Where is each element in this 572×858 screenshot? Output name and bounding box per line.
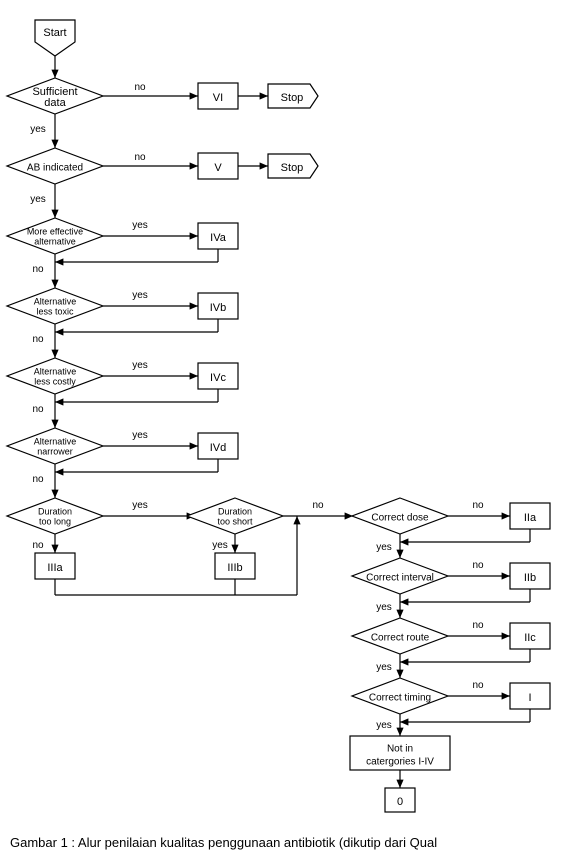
yes-label: yes (132, 360, 148, 371)
flowchart-svg: Start Sufficient data no VI Stop yes AB … (0, 0, 572, 820)
decision-correct-interval: Correct interval (352, 558, 448, 594)
start-shape: Start (35, 20, 75, 56)
d3-l1: More effective (27, 226, 83, 236)
yes-label: yes (30, 194, 46, 205)
d6-l1: Alternative (34, 436, 77, 446)
d5-l2: less costly (34, 376, 76, 386)
yes-label: yes (132, 290, 148, 301)
decision-correct-route: Correct route (352, 618, 448, 654)
stop-label-2: Stop (281, 162, 304, 174)
outcome-IIb: IIb (524, 572, 536, 584)
d2-label: AB indicated (27, 163, 83, 174)
yes-label: yes (132, 500, 148, 511)
no-label: no (472, 620, 484, 631)
outcome-IVb: IVb (210, 302, 227, 314)
decision-more-effective: More effective alternative (7, 218, 103, 254)
d6-l2: narrower (37, 446, 73, 456)
start-label: Start (43, 27, 66, 39)
figure-caption: Gambar 1 : Alur penilaian kualitas pengg… (10, 835, 437, 850)
stop-label-1: Stop (281, 92, 304, 104)
d8-l2: too short (217, 516, 253, 526)
d1-line2: data (44, 97, 66, 109)
decision-less-toxic: Alternative less toxic (7, 288, 103, 324)
outcome-V: V (214, 162, 222, 174)
no-label: no (32, 540, 44, 551)
decision-sufficient-data: Sufficient data (7, 78, 103, 114)
d4-l2: less toxic (36, 306, 74, 316)
outcome-IIIa: IIIa (47, 562, 63, 574)
d7-l2: too long (39, 516, 71, 526)
d3-l2: alternative (34, 236, 76, 246)
yes-label: yes (30, 124, 46, 135)
decision-duration-short: Duration too short (187, 498, 283, 534)
outcome-VI: VI (213, 92, 223, 104)
decision-correct-timing: Correct timing (352, 678, 448, 714)
no-label: no (32, 404, 44, 415)
stop-2: Stop (268, 154, 318, 178)
decision-narrower: Alternative narrower (7, 428, 103, 464)
outcome-IIc: IIc (524, 632, 536, 644)
yes-label: yes (376, 720, 392, 731)
d4-l1: Alternative (34, 296, 77, 306)
decision-ab-indicated: AB indicated (7, 148, 103, 184)
no-label: no (32, 264, 44, 275)
no-label: no (472, 500, 484, 511)
yes-label: yes (132, 220, 148, 231)
yes-label: yes (376, 662, 392, 673)
no-label: no (32, 334, 44, 345)
yes-label: yes (132, 430, 148, 441)
d9-l: Correct dose (371, 513, 429, 524)
d12-l: Correct timing (369, 693, 431, 704)
d7-l1: Duration (38, 506, 72, 516)
outcome-IVa: IVa (210, 232, 227, 244)
outcome-IIIb: IIIb (227, 562, 242, 574)
yes-label: yes (376, 602, 392, 613)
no-label: no (312, 500, 324, 511)
decision-duration-long: Duration too long (7, 498, 103, 534)
decision-less-costly: Alternative less costly (7, 358, 103, 394)
outcome-IVd: IVd (210, 442, 227, 454)
no-label: no (134, 82, 146, 93)
decision-correct-dose: Correct dose (352, 498, 448, 534)
notin-l1: Not in (387, 744, 413, 755)
notin-l2: catergories I-IV (366, 757, 434, 768)
outcome-0: 0 (397, 796, 403, 808)
stop-1: Stop (268, 84, 318, 108)
d8-l1: Duration (218, 506, 252, 516)
yes-label: yes (212, 540, 228, 551)
outcome-IIa: IIa (524, 512, 537, 524)
yes-label: yes (376, 542, 392, 553)
no-label: no (32, 474, 44, 485)
no-label: no (134, 152, 146, 163)
d11-l: Correct route (371, 633, 430, 644)
d5-l1: Alternative (34, 366, 77, 376)
outcome-IVc: IVc (210, 372, 226, 384)
no-label: no (472, 560, 484, 571)
outcome-I: I (528, 692, 531, 704)
no-label: no (472, 680, 484, 691)
d10-l: Correct interval (366, 573, 434, 584)
